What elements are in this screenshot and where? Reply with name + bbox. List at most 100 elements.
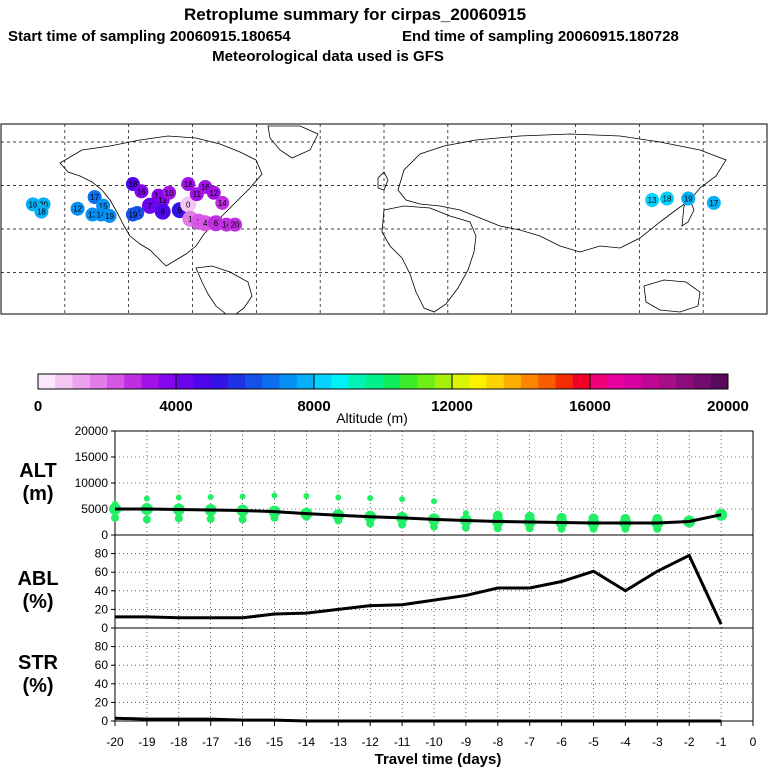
plume-day-label: 4 — [203, 219, 208, 228]
plume-marker — [70, 201, 85, 216]
plume-day-label: 18 — [663, 195, 672, 204]
met-data-label: Meteorological data used is GFS — [212, 48, 444, 65]
colorbar-cell — [227, 374, 246, 389]
y-tick-label: 0 — [101, 528, 108, 542]
plume-point: 18 — [181, 177, 196, 192]
plume-day-label: 18 — [128, 180, 137, 189]
colorbar-cell — [89, 374, 108, 389]
colorbar-tick-label: 12000 — [431, 398, 473, 415]
alt-lower-dot — [398, 520, 407, 529]
plume-marker — [154, 203, 171, 220]
colorbar-cell — [55, 374, 73, 389]
alt-lower-dot — [270, 513, 279, 522]
alt-lower-dot — [461, 523, 470, 532]
colorbar-cells — [38, 374, 729, 389]
colorbar-cell — [607, 374, 625, 389]
x-tick-label: -10 — [425, 735, 443, 749]
alt-lower-dot — [589, 524, 598, 533]
north-america-outline — [59, 135, 263, 267]
panel-series-lines — [114, 507, 723, 723]
colorbar-tick-label: 16000 — [569, 398, 611, 415]
end-time-label: End time of sampling 20060915.180728 — [402, 28, 679, 45]
colorbar-tick-label: 4000 — [159, 398, 192, 415]
alt-lower-dot — [430, 522, 438, 531]
plume-points: 1816141210789013461420181612111411191715… — [25, 177, 721, 232]
plume-day-label: 0 — [186, 200, 191, 209]
plume-marker — [706, 195, 721, 210]
plume-point: 14 — [215, 195, 230, 210]
plume-marker — [125, 207, 140, 222]
colorbar-cell — [383, 374, 401, 389]
y-tick-label: 20000 — [75, 424, 109, 438]
africa-outline — [381, 205, 477, 313]
abl-series-line — [115, 553, 723, 625]
y-tick-label: 10000 — [75, 476, 109, 490]
alt-upper-dot — [431, 498, 437, 505]
alt-upper-dot — [143, 495, 150, 502]
plume-day-label: 10 — [165, 189, 174, 198]
str-panel-frame — [114, 627, 754, 722]
colorbar-cell — [245, 374, 263, 389]
x-tick-label: -4 — [620, 735, 631, 749]
x-tick-label: -13 — [330, 735, 348, 749]
plume-day-label: 14 — [222, 221, 231, 230]
plume-day-label: 14 — [218, 199, 227, 208]
plume-day-label: 16 — [137, 187, 146, 196]
colorbar-cell — [590, 374, 608, 389]
alt-panel-unit: (m) — [22, 483, 53, 505]
plume-point: 6 — [207, 215, 224, 232]
colorbar-cell — [331, 374, 349, 389]
map-graticule — [1, 124, 767, 314]
colorbar-cell — [348, 374, 367, 389]
plume-point: 18 — [34, 204, 49, 219]
panel-gridlines — [115, 431, 753, 721]
plume-day-label: 19 — [684, 195, 693, 204]
plume-marker — [102, 208, 117, 223]
colorbar-cell — [676, 374, 694, 389]
colorbar-cell — [38, 374, 56, 389]
alt-lower-dot — [557, 524, 566, 533]
uk-outline — [377, 171, 389, 191]
colorbar-cell — [279, 374, 298, 389]
x-tick-label: -12 — [362, 735, 380, 749]
plume-marker — [228, 217, 243, 232]
plume-point: 13 — [645, 193, 660, 207]
colorbar-cell — [641, 374, 660, 389]
greenland-outline — [267, 125, 319, 159]
colorbar-cell — [521, 374, 539, 389]
plume-point: 19 — [102, 208, 117, 223]
x-tick-label: -20 — [106, 735, 124, 749]
y-tick-label: 0 — [101, 714, 108, 728]
plume-marker — [181, 177, 196, 192]
colorbar-cell — [469, 374, 487, 389]
x-tick-label: -2 — [684, 735, 695, 749]
x-tick-label: -1 — [716, 735, 727, 749]
colorbar-cell — [710, 374, 729, 389]
x-tick-label: -15 — [266, 735, 284, 749]
australia-outline — [643, 279, 701, 313]
alt-lower-dot — [238, 515, 247, 524]
colorbar-ticks: 0 4000 8000 12000 16000 20000 — [34, 374, 749, 415]
plume-point: 8 — [154, 203, 171, 220]
abl-panel-title: ABL — [17, 568, 58, 590]
colorbar-cell — [176, 374, 194, 389]
y-tick-label: 40 — [95, 584, 109, 598]
colorbar-cell — [262, 374, 280, 389]
x-tick-label: -17 — [202, 735, 220, 749]
plume-day-label: 18 — [184, 180, 193, 189]
plume-point: 16 — [134, 184, 149, 199]
colorbar-cell — [693, 374, 712, 389]
colorbar-tick-label: 20000 — [707, 398, 749, 415]
y-tick-label: 15000 — [75, 450, 109, 464]
plume-marker — [141, 197, 158, 214]
colorbar-cell — [365, 374, 384, 389]
x-tick-label: -18 — [170, 735, 188, 749]
plume-marker — [206, 185, 221, 200]
figure-title: Retroplume summary for cirpas_20060915 — [184, 5, 526, 24]
x-tick-label: -3 — [652, 735, 663, 749]
plume-day-label: 18 — [37, 208, 46, 217]
alt-upper-dot — [335, 494, 342, 501]
alt-scatter-points — [109, 492, 728, 533]
coastlines — [59, 125, 727, 315]
plume-day-label: 17 — [90, 193, 99, 202]
